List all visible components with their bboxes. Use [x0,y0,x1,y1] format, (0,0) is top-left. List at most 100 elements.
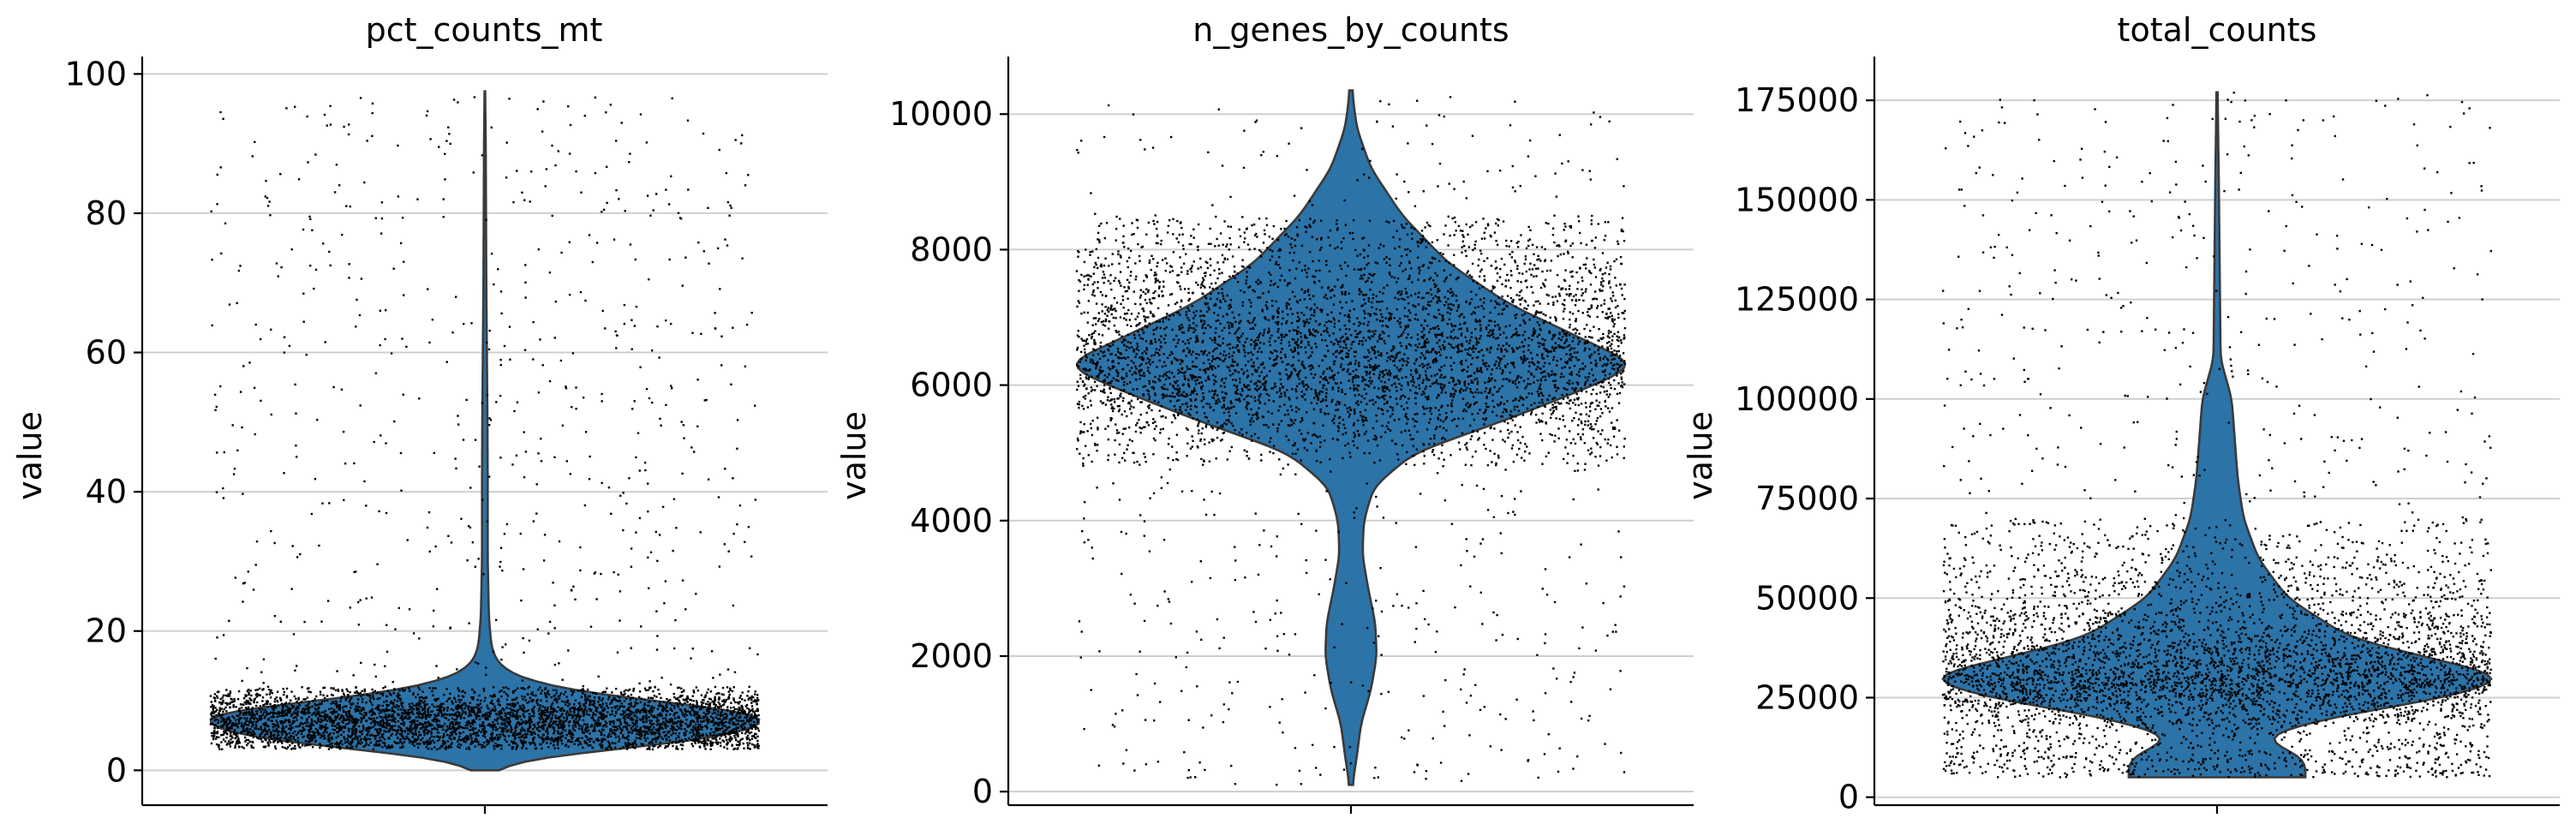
data-point [326,714,329,716]
data-point [549,720,553,723]
data-point [422,729,425,731]
data-point [518,733,521,736]
data-point [486,704,488,708]
data-point [508,743,511,746]
data-point [756,701,758,703]
data-point [457,711,461,714]
data-point [331,744,333,748]
data-point [696,718,699,720]
data-point [628,702,631,706]
data-point [220,252,223,255]
data-point [573,703,576,706]
data-point [347,739,350,743]
data-point [609,720,612,723]
data-point [579,290,583,294]
data-point [321,502,324,505]
data-point [533,712,535,715]
data-point [224,694,227,697]
data-point [645,711,648,714]
data-point [656,737,659,740]
data-point [546,700,548,702]
data-point [691,708,695,711]
data-point [225,726,228,729]
data-point [351,730,354,732]
data-point [719,713,721,715]
data-point [629,698,632,702]
data-point [448,744,451,748]
data-point [665,714,667,717]
data-point [720,735,723,737]
data-point [392,692,395,695]
data-point [272,705,275,708]
data-point [262,736,266,738]
data-point [426,526,429,529]
data-point [505,730,508,732]
data-point [230,719,232,723]
data-point [722,722,726,725]
data-point [648,278,650,281]
data-point [576,708,578,711]
data-point [664,726,667,730]
data-point [491,737,494,740]
data-point [537,734,540,737]
data-point [696,711,699,714]
data-point [623,705,625,708]
data-point [450,731,452,734]
data-point [538,725,541,728]
data-point [568,241,571,243]
data-point [292,717,295,719]
data-point [460,714,463,717]
data-point [709,743,713,747]
data-point [571,737,573,740]
data-point [448,734,451,737]
data-point [472,726,475,730]
data-point [399,746,402,749]
data-point [351,721,354,724]
data-point [691,695,694,697]
data-point [333,711,336,714]
data-point [234,737,236,740]
data-point [274,724,277,726]
data-point [382,724,385,726]
data-point [750,708,754,712]
data-point [380,201,384,204]
data-point [605,747,607,750]
data-point [541,747,543,750]
data-point [541,709,543,712]
data-point [380,716,383,719]
data-point [212,707,215,709]
data-point [223,721,226,725]
data-point [218,736,220,738]
data-point [700,332,702,335]
data-point [404,715,407,718]
data-point [344,738,346,741]
data-point [706,742,708,745]
data-point [586,736,589,738]
data-point [317,733,320,736]
data-point [689,711,691,714]
data-point [742,719,744,722]
data-point [666,738,668,742]
data-point [435,665,438,667]
data-point [490,725,493,729]
data-point [343,731,345,733]
data-point [676,725,678,727]
data-point [572,710,576,713]
data-point [218,744,220,747]
data-point [499,715,502,718]
data-point [227,693,230,696]
data-point [243,717,246,719]
data-point [349,736,352,738]
data-point [729,737,732,740]
data-point [314,727,317,731]
data-point [517,708,520,712]
data-point [421,714,424,717]
data-point [499,733,501,736]
data-point [247,708,250,710]
data-point [601,691,604,694]
data-point [227,716,230,719]
data-point [386,695,389,698]
data-point [254,732,256,735]
data-point [744,711,746,714]
data-point [391,745,394,749]
